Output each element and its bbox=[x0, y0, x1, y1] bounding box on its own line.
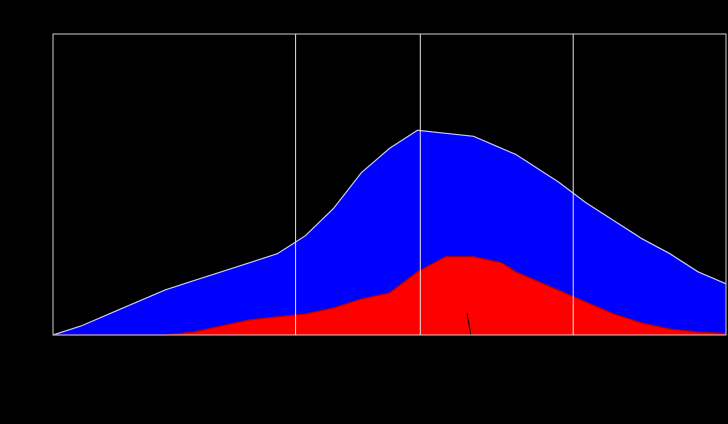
small-tick-mark bbox=[466, 312, 472, 337]
plot-frame bbox=[52, 33, 727, 336]
area-series-2 bbox=[53, 256, 726, 335]
marker-layer bbox=[295, 34, 574, 335]
series-outline-2 bbox=[53, 256, 727, 336]
series-layer bbox=[52, 129, 727, 336]
series-outline-1 bbox=[52, 129, 727, 336]
